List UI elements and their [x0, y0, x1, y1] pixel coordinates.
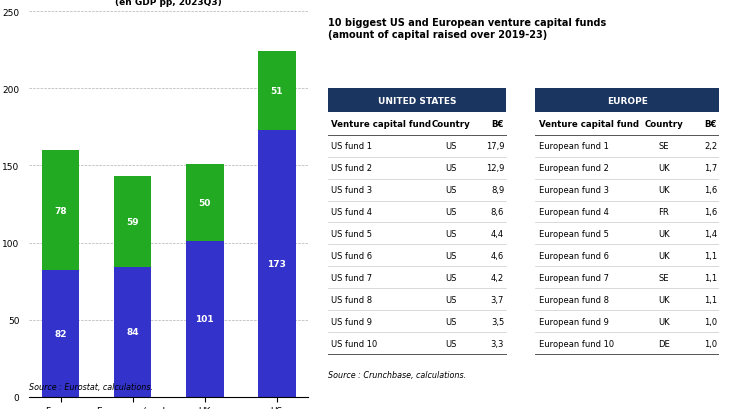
Text: US fund 7: US fund 7 [331, 273, 372, 282]
Text: DE: DE [658, 339, 670, 348]
Text: 1,1: 1,1 [704, 273, 717, 282]
Text: Venture capital fund: Venture capital fund [539, 120, 639, 129]
Text: 12,9: 12,9 [485, 164, 504, 173]
Text: 59: 59 [126, 218, 139, 227]
Bar [258, 131, 296, 397]
Text: UK: UK [658, 295, 669, 304]
Bar [328, 89, 506, 113]
Text: Venture capital fund: Venture capital fund [331, 120, 431, 129]
Text: UK: UK [658, 229, 669, 238]
Text: US: US [445, 252, 457, 260]
Text: US fund 4: US fund 4 [331, 207, 372, 216]
Text: 3,3: 3,3 [491, 339, 504, 348]
Text: 1,6: 1,6 [704, 207, 717, 216]
Bar [535, 89, 719, 113]
Text: European fund 4: European fund 4 [539, 207, 608, 216]
Text: 1,0: 1,0 [704, 317, 717, 326]
Text: B€: B€ [492, 120, 504, 129]
Text: US: US [445, 229, 457, 238]
Text: European fund 6: European fund 6 [539, 252, 609, 260]
Text: US: US [445, 164, 457, 173]
Text: Source : Crunchbase, calculations.: Source : Crunchbase, calculations. [328, 370, 466, 379]
Text: UK: UK [658, 164, 669, 173]
Text: US fund 6: US fund 6 [331, 252, 372, 260]
Text: US fund 10: US fund 10 [331, 339, 377, 348]
Text: Country: Country [645, 120, 683, 129]
Bar [114, 267, 151, 397]
Text: US fund 5: US fund 5 [331, 229, 372, 238]
Text: European fund 5: European fund 5 [539, 229, 608, 238]
Text: 84: 84 [126, 328, 139, 337]
Text: B€: B€ [704, 120, 717, 129]
Text: 2,2: 2,2 [704, 142, 717, 151]
Text: 78: 78 [54, 206, 67, 215]
Text: US: US [445, 207, 457, 216]
Text: European fund 8: European fund 8 [539, 295, 609, 304]
Text: UK: UK [658, 186, 669, 195]
Text: 4,2: 4,2 [491, 273, 504, 282]
Text: US: US [445, 339, 457, 348]
Bar [114, 177, 151, 267]
Text: European fund 9: European fund 9 [539, 317, 608, 326]
Text: US: US [445, 186, 457, 195]
Text: 50: 50 [199, 198, 211, 207]
Bar [258, 52, 296, 131]
Text: 8,9: 8,9 [491, 186, 504, 195]
Text: 173: 173 [267, 259, 286, 268]
Text: European fund 1: European fund 1 [539, 142, 608, 151]
Bar [42, 271, 80, 397]
Text: US: US [445, 142, 457, 151]
Text: US fund 3: US fund 3 [331, 186, 372, 195]
Title: Non financial corporations liabilities : "net" own funds and financial debts
(en: Non financial corporations liabilities :… [0, 0, 358, 7]
Text: UNITED STATES: UNITED STATES [378, 97, 456, 106]
Text: US: US [445, 295, 457, 304]
Text: 3,7: 3,7 [491, 295, 504, 304]
Text: 3,5: 3,5 [491, 317, 504, 326]
Text: Country: Country [431, 120, 470, 129]
Text: European fund 2: European fund 2 [539, 164, 608, 173]
Text: 10 biggest US and European venture capital funds
(amount of capital raised over : 10 biggest US and European venture capit… [328, 18, 607, 40]
Text: 17,9: 17,9 [485, 142, 504, 151]
Text: 1,1: 1,1 [704, 252, 717, 260]
Text: Source : Eurostat, calculations.: Source : Eurostat, calculations. [29, 382, 153, 391]
Text: SE: SE [658, 273, 669, 282]
Text: 1,1: 1,1 [704, 295, 717, 304]
Bar [186, 241, 223, 397]
Text: FR: FR [658, 207, 669, 216]
Text: US: US [445, 273, 457, 282]
Text: 101: 101 [196, 315, 214, 324]
Text: 51: 51 [271, 87, 283, 96]
Text: US: US [445, 317, 457, 326]
Bar [186, 164, 223, 241]
Text: 1,7: 1,7 [704, 164, 717, 173]
Text: 1,0: 1,0 [704, 339, 717, 348]
Text: European fund 7: European fund 7 [539, 273, 609, 282]
Text: 1,4: 1,4 [704, 229, 717, 238]
Text: 82: 82 [54, 329, 67, 338]
Text: UK: UK [658, 317, 669, 326]
Text: US fund 9: US fund 9 [331, 317, 372, 326]
Text: US fund 1: US fund 1 [331, 142, 372, 151]
Text: SE: SE [658, 142, 669, 151]
Text: EUROPE: EUROPE [607, 97, 648, 106]
Text: 4,4: 4,4 [491, 229, 504, 238]
Text: 8,6: 8,6 [491, 207, 504, 216]
Text: UK: UK [658, 252, 669, 260]
Text: US fund 2: US fund 2 [331, 164, 372, 173]
Text: 4,6: 4,6 [491, 252, 504, 260]
Text: European fund 10: European fund 10 [539, 339, 614, 348]
Text: European fund 3: European fund 3 [539, 186, 609, 195]
Bar [42, 151, 80, 271]
Text: 1,6: 1,6 [704, 186, 717, 195]
Text: US fund 8: US fund 8 [331, 295, 372, 304]
